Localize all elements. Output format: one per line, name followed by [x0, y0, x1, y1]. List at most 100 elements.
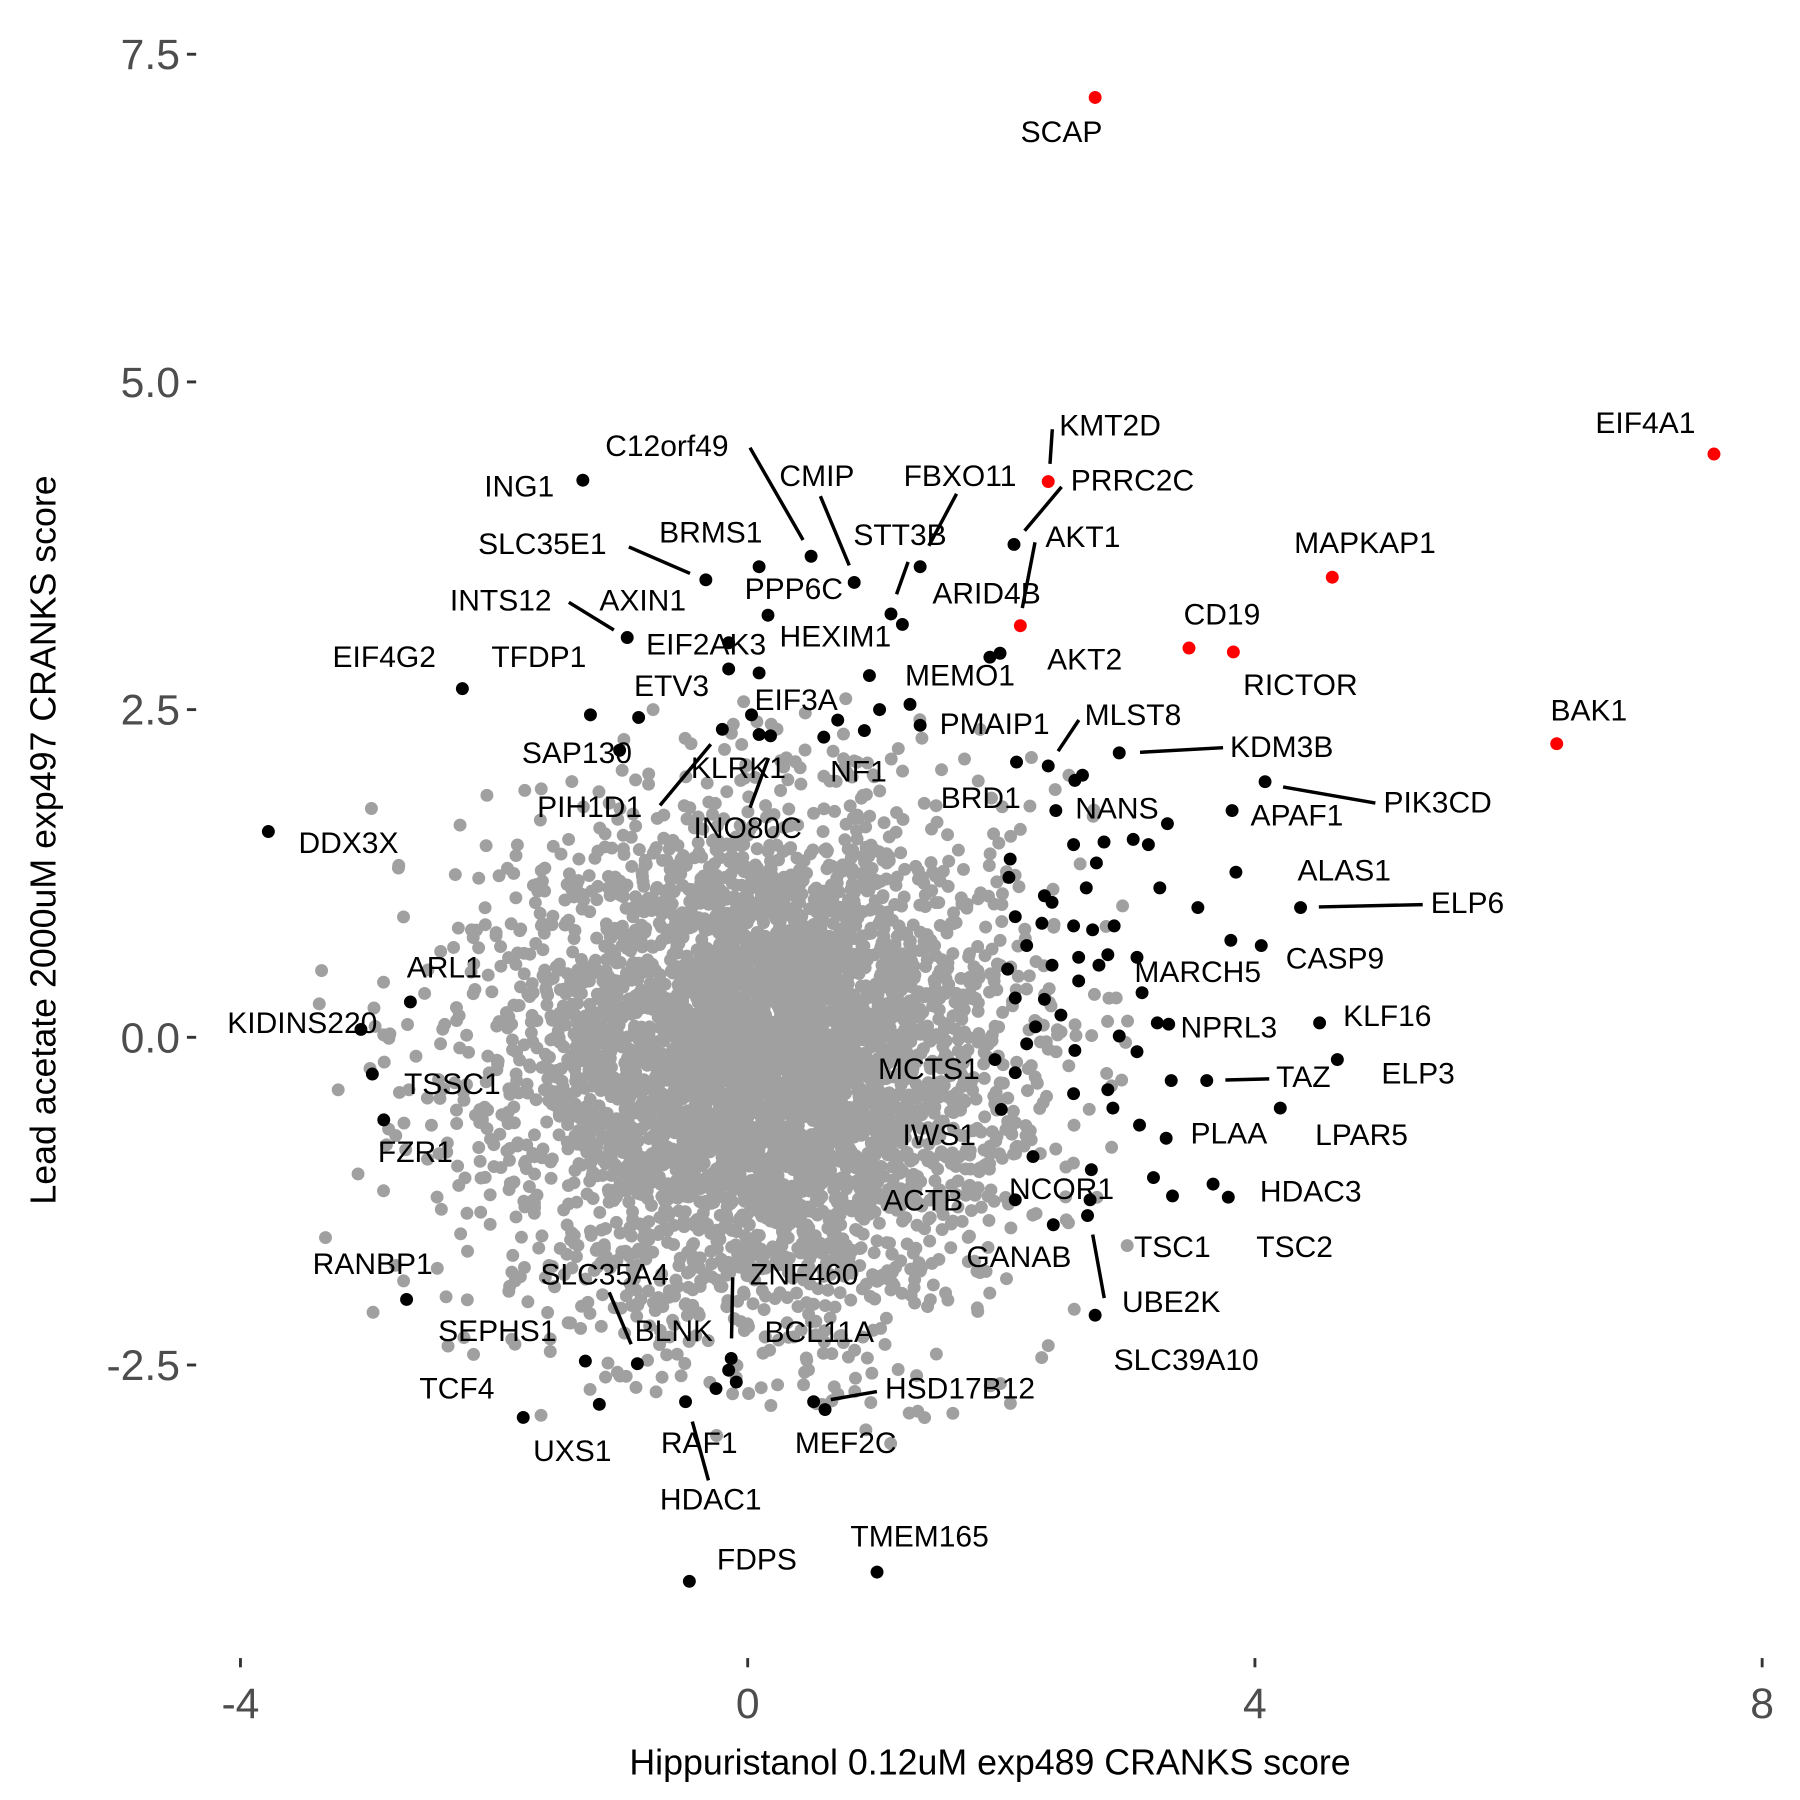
- background-point: [474, 1171, 488, 1185]
- background-point: [439, 1290, 453, 1304]
- background-point: [726, 986, 739, 1000]
- background-point: [879, 1311, 893, 1325]
- leader-line-slc35a4: [607, 1291, 633, 1345]
- background-point: [745, 862, 759, 876]
- background-point: [939, 1061, 953, 1075]
- background-point: [970, 1301, 984, 1315]
- background-point: [691, 836, 705, 850]
- background-point: [942, 1090, 955, 1104]
- background-point: [567, 1228, 581, 1242]
- background-point: [681, 1139, 695, 1153]
- background-point: [590, 893, 604, 907]
- background-point: [873, 784, 887, 798]
- background-point: [822, 858, 836, 872]
- background-point: [616, 1146, 630, 1159]
- background-point: [548, 1280, 561, 1294]
- background-point: [700, 776, 714, 790]
- background-point: [713, 851, 727, 865]
- background-point: [521, 1086, 535, 1100]
- background-point: [926, 1080, 940, 1094]
- background-point: [703, 1178, 716, 1192]
- background-point: [536, 969, 550, 983]
- background-point: [692, 846, 706, 860]
- background-point: [663, 836, 677, 850]
- background-point: [902, 977, 916, 991]
- background-point: [826, 1012, 840, 1026]
- background-point: [630, 1135, 644, 1149]
- background-point: [757, 1303, 771, 1317]
- background-point: [755, 1284, 769, 1298]
- background-point: [957, 1129, 971, 1143]
- background-point: [647, 1146, 661, 1160]
- background-point: [981, 1037, 995, 1051]
- background-point: [731, 1069, 745, 1083]
- background-point: [450, 1117, 464, 1130]
- background-point: [863, 948, 877, 962]
- background-point: [702, 795, 716, 809]
- background-point: [680, 812, 694, 826]
- background-point: [933, 1183, 946, 1197]
- background-point: [719, 1015, 733, 1028]
- background-point: [539, 981, 553, 995]
- background-point: [646, 940, 660, 954]
- background-point: [957, 862, 970, 876]
- background-point: [906, 1011, 920, 1025]
- background-point: [823, 1164, 837, 1178]
- background-point: [561, 1316, 575, 1330]
- background-point: [464, 965, 478, 979]
- background-point: [753, 1028, 767, 1042]
- background-point: [582, 1063, 596, 1077]
- background-point: [850, 954, 864, 968]
- background-point: [669, 1273, 683, 1287]
- background-point: [996, 887, 1009, 901]
- background-point: [820, 1088, 834, 1102]
- background-point: [717, 1260, 731, 1274]
- background-point: [632, 843, 646, 857]
- background-point: [926, 1157, 940, 1171]
- background-point: [570, 878, 584, 891]
- background-point: [917, 1148, 931, 1162]
- background-point: [460, 1028, 474, 1042]
- background-point: [480, 788, 494, 802]
- background-point: [979, 920, 993, 934]
- background-point: [961, 1181, 975, 1195]
- background-point: [552, 1107, 566, 1121]
- background-point: [773, 915, 787, 929]
- background-point: [440, 1136, 454, 1150]
- background-point: [522, 1180, 536, 1194]
- background-point: [835, 1191, 849, 1205]
- leader-line-ube2k: [1090, 1234, 1106, 1299]
- background-point: [550, 1070, 564, 1084]
- background-point: [955, 1007, 968, 1021]
- background-point: [1013, 822, 1027, 836]
- background-point: [568, 1097, 582, 1111]
- background-point: [450, 1103, 463, 1117]
- background-point: [409, 1049, 423, 1063]
- background-point: [602, 1149, 616, 1163]
- background-point: [622, 1195, 636, 1209]
- background-point: [650, 811, 664, 825]
- background-point: [676, 994, 690, 1008]
- background-point: [859, 979, 873, 993]
- background-point: [823, 1211, 837, 1225]
- background-point: [567, 890, 581, 904]
- background-point: [810, 1208, 824, 1222]
- background-point: [507, 867, 521, 880]
- background-point: [859, 788, 873, 801]
- background-point: [633, 1217, 647, 1231]
- background-point: [447, 940, 461, 954]
- background-point: [758, 1120, 772, 1134]
- background-point: [619, 1060, 633, 1074]
- background-point: [491, 1058, 505, 1071]
- background-point: [546, 839, 560, 853]
- background-point: [900, 1044, 914, 1058]
- background-point: [609, 1021, 623, 1035]
- background-point: [678, 1357, 692, 1370]
- background-point: [990, 957, 1004, 971]
- background-point: [888, 988, 902, 1002]
- background-point: [573, 1111, 587, 1125]
- leader-line-slc35e1: [628, 545, 691, 576]
- background-point: [626, 910, 640, 924]
- background-point: [830, 1054, 844, 1068]
